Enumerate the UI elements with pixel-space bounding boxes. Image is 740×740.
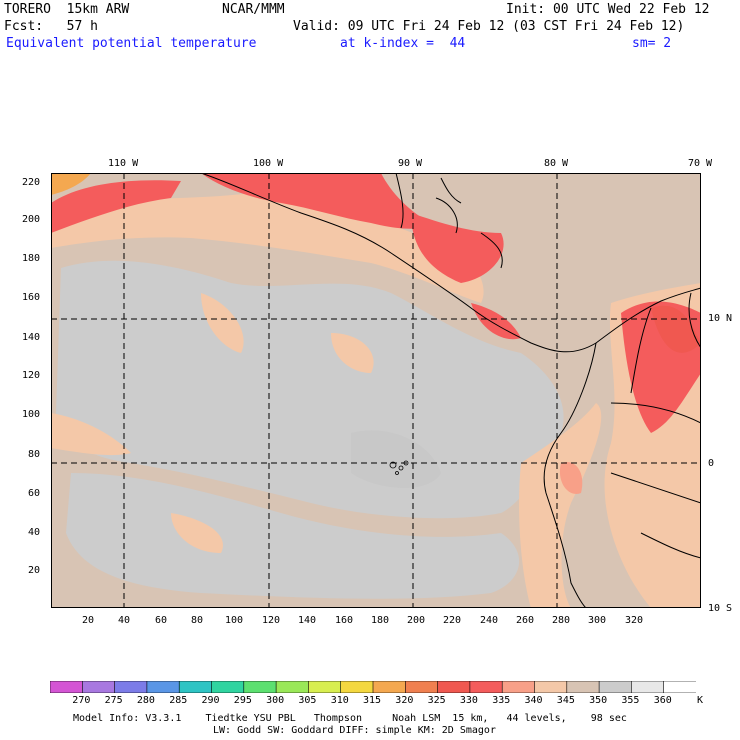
colorbar-tick-label: 340 [524, 695, 543, 706]
x-tick: 280 [552, 615, 571, 626]
colorbar-swatch [146, 681, 181, 693]
colorbar-swatch [631, 681, 665, 693]
organization-label: NCAR/MMM [222, 2, 285, 17]
colorbar-tick-label: 345 [556, 695, 575, 706]
equivalent-potential-temperature-map [51, 173, 701, 608]
colorbar-swatch [663, 681, 696, 693]
x-tick: 200 [407, 615, 426, 626]
colorbar-tick-label: 310 [330, 695, 349, 706]
galapagos-islands [389, 460, 409, 475]
y-tick: 120 [22, 370, 41, 381]
colorbar-tick-label: 305 [298, 695, 317, 706]
field-name: Equivalent potential temperature [6, 36, 257, 51]
x-tick: 220 [443, 615, 462, 626]
level-index: at k-index = 44 [340, 36, 466, 51]
colorbar-tick-label: 350 [589, 695, 608, 706]
colorbar-swatch [598, 681, 633, 693]
lon-label-100w: 100 W [253, 158, 284, 169]
x-tick: 120 [262, 615, 281, 626]
colorbar-swatch [404, 681, 439, 693]
colorbar-unit: K [697, 695, 704, 706]
lon-label-110w: 110 W [108, 158, 139, 169]
lon-label-70w: 70 W [688, 158, 713, 169]
colorbar-tick-label: 280 [136, 695, 155, 706]
colorbar-swatch [501, 681, 536, 693]
colorbar-tick-label: 275 [104, 695, 123, 706]
x-tick: 240 [480, 615, 499, 626]
lat-label-10s: 10 S [708, 603, 733, 614]
model-info-line1: Model Info: V3.3.1 Tiedtke YSU PBL Thomp… [73, 713, 627, 724]
forecast-hour: Fcst: 57 h [4, 19, 98, 34]
x-tick: 140 [298, 615, 317, 626]
grey-ocean-regions [56, 260, 564, 599]
lat-label-0: 0 [708, 458, 715, 469]
x-tick: 300 [588, 615, 607, 626]
colorbar-swatch [50, 681, 84, 693]
colorbar-swatch [308, 681, 342, 693]
colorbar-swatch [114, 681, 148, 693]
colorbar-swatch [437, 681, 471, 693]
x-tick: 60 [155, 615, 168, 626]
colorbar-swatch [469, 681, 503, 693]
x-tick: 180 [371, 615, 390, 626]
y-tick: 140 [22, 332, 41, 343]
colorbar-tick-label: 270 [72, 695, 91, 706]
map-frame [51, 173, 701, 608]
x-tick: 20 [82, 615, 95, 626]
colorbar-tick-label: 290 [201, 695, 220, 706]
colorbar-tick-label: 285 [169, 695, 188, 706]
colorbar-swatch [211, 681, 245, 693]
y-tick: 60 [28, 488, 41, 499]
lon-label-80w: 80 W [544, 158, 569, 169]
colorbar-tick-label: 355 [621, 695, 640, 706]
colorbar [50, 681, 696, 693]
colorbar-tick-label: 315 [363, 695, 382, 706]
coastlines [200, 173, 701, 608]
model-title: TORERO 15km ARW [4, 2, 130, 17]
colorbar-swatch [81, 681, 116, 693]
smoothing-value: sm= 2 [632, 36, 672, 51]
model-info-line2: LW: Godd SW: Goddard DIFF: simple KM: 2D… [213, 725, 496, 736]
colorbar-tick-label: 360 [653, 695, 672, 706]
x-tick: 40 [118, 615, 131, 626]
colorbar-tick-label: 300 [266, 695, 285, 706]
lat-label-10n: 10 N [708, 313, 733, 324]
init-time: Init: 00 UTC Wed 22 Feb 12 [506, 2, 710, 17]
y-tick: 80 [28, 449, 41, 460]
colorbar-tick-label: 320 [395, 695, 414, 706]
lon-label-90w: 90 W [398, 158, 423, 169]
x-tick: 320 [625, 615, 644, 626]
colorbar-tick-label: 295 [233, 695, 252, 706]
warm-corner [51, 173, 91, 195]
colorbar-swatch [566, 681, 600, 693]
y-tick: 220 [22, 177, 41, 188]
colorbar-tick-label: 335 [492, 695, 511, 706]
colorbar-swatch [340, 681, 374, 693]
high-theta-e-regions [51, 173, 701, 494]
y-tick: 40 [28, 527, 41, 538]
y-tick: 200 [22, 214, 41, 225]
graticule [51, 173, 701, 608]
y-tick: 20 [28, 565, 41, 576]
colorbar-tick-label: 325 [427, 695, 446, 706]
y-tick: 100 [22, 409, 41, 420]
x-tick: 260 [516, 615, 535, 626]
colorbar-swatch [275, 681, 310, 693]
x-tick: 160 [335, 615, 354, 626]
colorbar-tick-label: 330 [459, 695, 478, 706]
y-tick: 160 [22, 292, 41, 303]
y-tick: 180 [22, 253, 41, 264]
colorbar-swatch [178, 681, 213, 693]
x-tick: 80 [191, 615, 204, 626]
colorbar-swatch [372, 681, 407, 693]
x-tick: 100 [225, 615, 244, 626]
valid-time: Valid: 09 UTC Fri 24 Feb 12 (03 CST Fri … [293, 19, 685, 34]
colorbar-swatch [534, 681, 568, 693]
colorbar-swatch [243, 681, 277, 693]
